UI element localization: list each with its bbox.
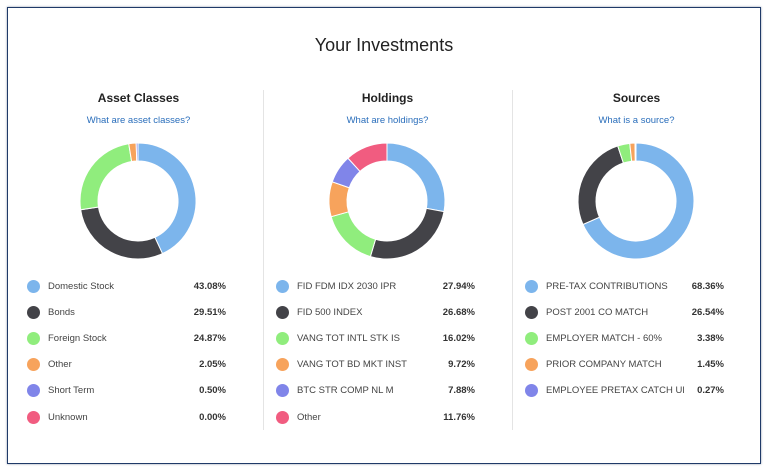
legend-value: 26.54%: [691, 306, 724, 318]
legend-label: PRE-TAX CONTRIBUTIONS: [546, 280, 668, 292]
section-heading: Sources: [612, 91, 661, 105]
legend-label: Other: [48, 359, 72, 371]
legend-dot-icon: [525, 305, 538, 319]
legend-item[interactable]: PRE-TAX CONTRIBUTIONS 68.36%: [525, 278, 724, 294]
legend-item[interactable]: Short Term 0.50%: [27, 383, 226, 399]
legend-label: EMPLOYEE PRETAX CATCH UP: [546, 385, 684, 397]
legend-value: 3.38%: [697, 332, 724, 344]
legend-value: 7.88%: [448, 385, 475, 397]
legend-label: Short Term: [48, 385, 95, 397]
legend-label: EMPLOYER MATCH - 60%: [546, 332, 662, 344]
section-sources: Sources What is a source? PRE-TAX CONTRI…: [512, 88, 761, 433]
legend-value: 1.45%: [697, 359, 724, 371]
legend-item[interactable]: Bonds 29.51%: [27, 304, 226, 320]
legend-item[interactable]: VANG TOT INTL STK IS 16.02%: [276, 330, 475, 346]
donut-slice[interactable]: [137, 142, 197, 255]
legend-value: 11.76%: [443, 411, 475, 423]
legend-label: BTC STR COMP NL M: [297, 385, 394, 397]
section-heading: Asset Classes: [97, 91, 180, 105]
legend-value: 0.00%: [199, 411, 226, 423]
legend-item[interactable]: EMPLOYEE PRETAX CATCH UP 0.27%: [525, 383, 724, 399]
legend-label: Bonds: [48, 306, 75, 318]
legend-dot-icon: [27, 358, 40, 372]
legend-value: 16.02%: [442, 332, 475, 344]
donut-slice[interactable]: [79, 143, 133, 211]
legend-item[interactable]: PRIOR COMPANY MATCH 1.45%: [525, 357, 724, 373]
donut-slice[interactable]: [582, 142, 695, 260]
donut-chart: [577, 142, 695, 260]
legend-item[interactable]: Foreign Stock 24.87%: [27, 330, 226, 346]
help-link[interactable]: What are holdings?: [346, 115, 429, 126]
legend-value: 2.05%: [199, 359, 226, 371]
page-title: Your Investments: [314, 35, 454, 55]
legend-dot-icon: [276, 384, 289, 398]
legend-item[interactable]: Other 11.76%: [276, 409, 475, 425]
legend-dot-icon: [276, 305, 289, 319]
legend-value: 68.36%: [691, 280, 724, 292]
legend-item[interactable]: POST 2001 CO MATCH 26.54%: [525, 304, 724, 320]
legend-dot-icon: [525, 331, 538, 345]
legend-dot-icon: [276, 410, 289, 424]
legend-dot-icon: [27, 305, 40, 319]
legend-dot-icon: [525, 384, 538, 398]
help-link[interactable]: What are asset classes?: [86, 115, 191, 126]
legend-item[interactable]: VANG TOT BD MKT INST 9.72%: [276, 357, 475, 373]
donut-slice[interactable]: [80, 206, 164, 260]
legend-label: Domestic Stock: [48, 280, 114, 292]
legend-dot-icon: [525, 279, 538, 293]
legend-label: VANG TOT INTL STK IS: [297, 332, 400, 344]
legend-label: Unknown: [48, 411, 88, 423]
legend-label: VANG TOT BD MKT INST: [297, 359, 407, 371]
legend-label: FID FDM IDX 2030 IPR: [297, 280, 397, 292]
legend-item[interactable]: Domestic Stock 43.08%: [27, 278, 226, 294]
investments-panel: [7, 7, 761, 464]
legend-dot-icon: [276, 279, 289, 293]
section-holdings: Holdings What are holdings? FID FDM IDX …: [263, 88, 512, 433]
legend-label: Foreign Stock: [48, 332, 107, 344]
donut-slice[interactable]: [386, 142, 446, 213]
donut-slice[interactable]: [634, 142, 637, 162]
legend-value: 0.50%: [199, 385, 226, 397]
legend-item[interactable]: FID FDM IDX 2030 IPR 27.94%: [276, 278, 475, 294]
legend-dot-icon: [276, 358, 289, 372]
legend-value: 24.87%: [193, 332, 226, 344]
legend-item[interactable]: FID 500 INDEX 26.68%: [276, 304, 475, 320]
legend-value: 0.27%: [697, 385, 724, 397]
legend-label: FID 500 INDEX: [297, 306, 363, 318]
legend-item[interactable]: BTC STR COMP NL M 7.88%: [276, 383, 475, 399]
legend-dot-icon: [276, 331, 289, 345]
legend-value: 9.72%: [448, 359, 475, 371]
legend-item[interactable]: Other 2.05%: [27, 357, 226, 373]
legend-label: PRIOR COMPANY MATCH: [546, 359, 662, 371]
legend-dot-icon: [27, 384, 40, 398]
divider: [263, 90, 264, 430]
legend-label: POST 2001 CO MATCH: [546, 306, 649, 318]
legend-dot-icon: [27, 410, 40, 424]
divider: [512, 90, 513, 430]
legend-value: 27.94%: [442, 280, 475, 292]
donut-chart: [328, 142, 446, 260]
legend-item[interactable]: EMPLOYER MATCH - 60% 3.38%: [525, 330, 724, 346]
legend-dot-icon: [27, 279, 40, 293]
legend-label: Other: [297, 411, 321, 423]
section-asset-classes: Asset Classes What are asset classes? Do…: [14, 88, 263, 433]
donut-slice[interactable]: [369, 207, 445, 260]
legend-value: 26.68%: [442, 306, 475, 318]
donut-chart: [79, 142, 197, 260]
donut-slice[interactable]: [135, 142, 139, 162]
donut-slice[interactable]: [347, 142, 388, 173]
legend-value: 43.08%: [193, 280, 226, 292]
help-link[interactable]: What is a source?: [598, 115, 675, 126]
donut-slice[interactable]: [330, 211, 377, 258]
donut-slice[interactable]: [577, 145, 625, 226]
legend-item[interactable]: Unknown 0.00%: [27, 409, 226, 425]
legend-value: 29.51%: [193, 306, 226, 318]
legend-dot-icon: [27, 331, 40, 345]
legend-dot-icon: [525, 358, 538, 372]
section-heading: Holdings: [361, 91, 414, 105]
